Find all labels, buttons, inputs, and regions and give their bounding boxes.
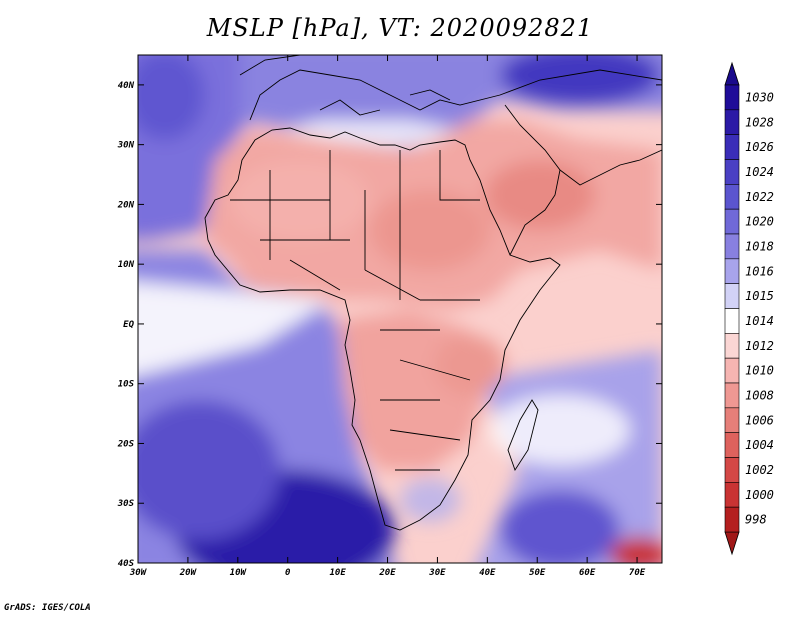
- colorbar-label: 1018: [745, 239, 774, 253]
- colorbar-swatch: [724, 159, 740, 185]
- colorbar-label: 1010: [745, 364, 774, 378]
- colorbar-swatch: [724, 407, 740, 433]
- lat-tick-label: 30N: [117, 141, 135, 151]
- lat-tick-label: 40N: [118, 81, 135, 91]
- lat-tick-label: 20N: [117, 200, 135, 210]
- lon-tick-label: 20E: [378, 568, 396, 578]
- colorbar-label: 1024: [745, 165, 774, 179]
- colorbar-swatch: [724, 84, 740, 111]
- colorbar-label: 1028: [745, 115, 774, 129]
- lon-tick-label: 10E: [329, 568, 346, 578]
- colorbar-label: 1015: [745, 289, 774, 303]
- lat-tick-label: 20S: [117, 439, 135, 449]
- colorbar-swatch: [724, 432, 740, 458]
- lat-tick-label: 40S: [118, 559, 135, 569]
- colorbar-swatch: [724, 184, 740, 210]
- colorbar-swatch: [724, 382, 740, 409]
- map-frame: [137, 54, 663, 564]
- lat-tick-label: 30S: [117, 499, 135, 509]
- axis-ticks: 30W 20W 10W 0 10E 20E 30E 40E 50E 60E 70E 40N 30N 20N…: [117, 55, 662, 578]
- colorbar-swatch: [724, 457, 740, 483]
- colorbar-top-arrow: [724, 61, 740, 86]
- lat-tick-label: 10S: [118, 380, 135, 390]
- colorbar-label: 1006: [745, 413, 774, 427]
- colorbar-label: 1012: [745, 339, 774, 353]
- colorbar-swatch: [724, 208, 740, 235]
- colorbar-swatch: [724, 233, 740, 260]
- colorbar-label: 1026: [745, 140, 774, 154]
- colorbar-label: 1016: [745, 264, 774, 278]
- lon-tick-label: 20W: [179, 568, 198, 578]
- lon-tick-label: 30W: [129, 568, 148, 578]
- colorbar-label: 1008: [745, 388, 774, 402]
- colorbar-label: 1014: [745, 314, 774, 328]
- lon-tick-label: 0: [285, 568, 291, 578]
- colorbar-label: 1022: [745, 190, 774, 204]
- colorbar-swatch: [724, 482, 740, 508]
- credit-text: GrADS: IGES/COLA: [4, 603, 91, 613]
- colorbar-label: 998: [745, 513, 767, 527]
- pressure-field: [138, 55, 662, 563]
- colorbar-swatch: [724, 357, 740, 384]
- lon-tick-label: 40E: [479, 568, 496, 578]
- colorbar-label: 1000: [745, 488, 774, 502]
- colorbar: 1030 1028 1026 1024 1022 1020 1018 1016 1015 1014…: [724, 61, 774, 556]
- lat-tick-label: EQ: [123, 320, 134, 330]
- colorbar-swatch: [724, 283, 740, 309]
- lon-tick-label: 30E: [428, 568, 446, 578]
- lon-tick-label: 70E: [629, 568, 646, 578]
- lon-tick-label: 60E: [579, 568, 596, 578]
- lon-tick-label: 10W: [230, 568, 248, 578]
- lat-tick-label: 10N: [118, 260, 135, 270]
- colorbar-swatch: [724, 333, 740, 359]
- colorbar-bottom-arrow: [724, 531, 740, 556]
- colorbar-label: 1004: [745, 438, 774, 452]
- colorbar-swatch: [724, 134, 740, 160]
- colorbar-label: 1030: [745, 90, 774, 104]
- colorbar-swatch: [724, 308, 740, 334]
- coastline-borders: [204, 55, 662, 531]
- colorbar-label: 1020: [745, 215, 774, 229]
- colorbar-swatch: [724, 506, 740, 533]
- chart-title: MSLP [hPa], VT: 2020092821: [206, 14, 594, 42]
- colorbar-swatch: [724, 109, 740, 135]
- colorbar-swatch: [724, 258, 740, 284]
- lon-tick-label: 50E: [529, 568, 546, 578]
- colorbar-label: 1002: [745, 463, 774, 477]
